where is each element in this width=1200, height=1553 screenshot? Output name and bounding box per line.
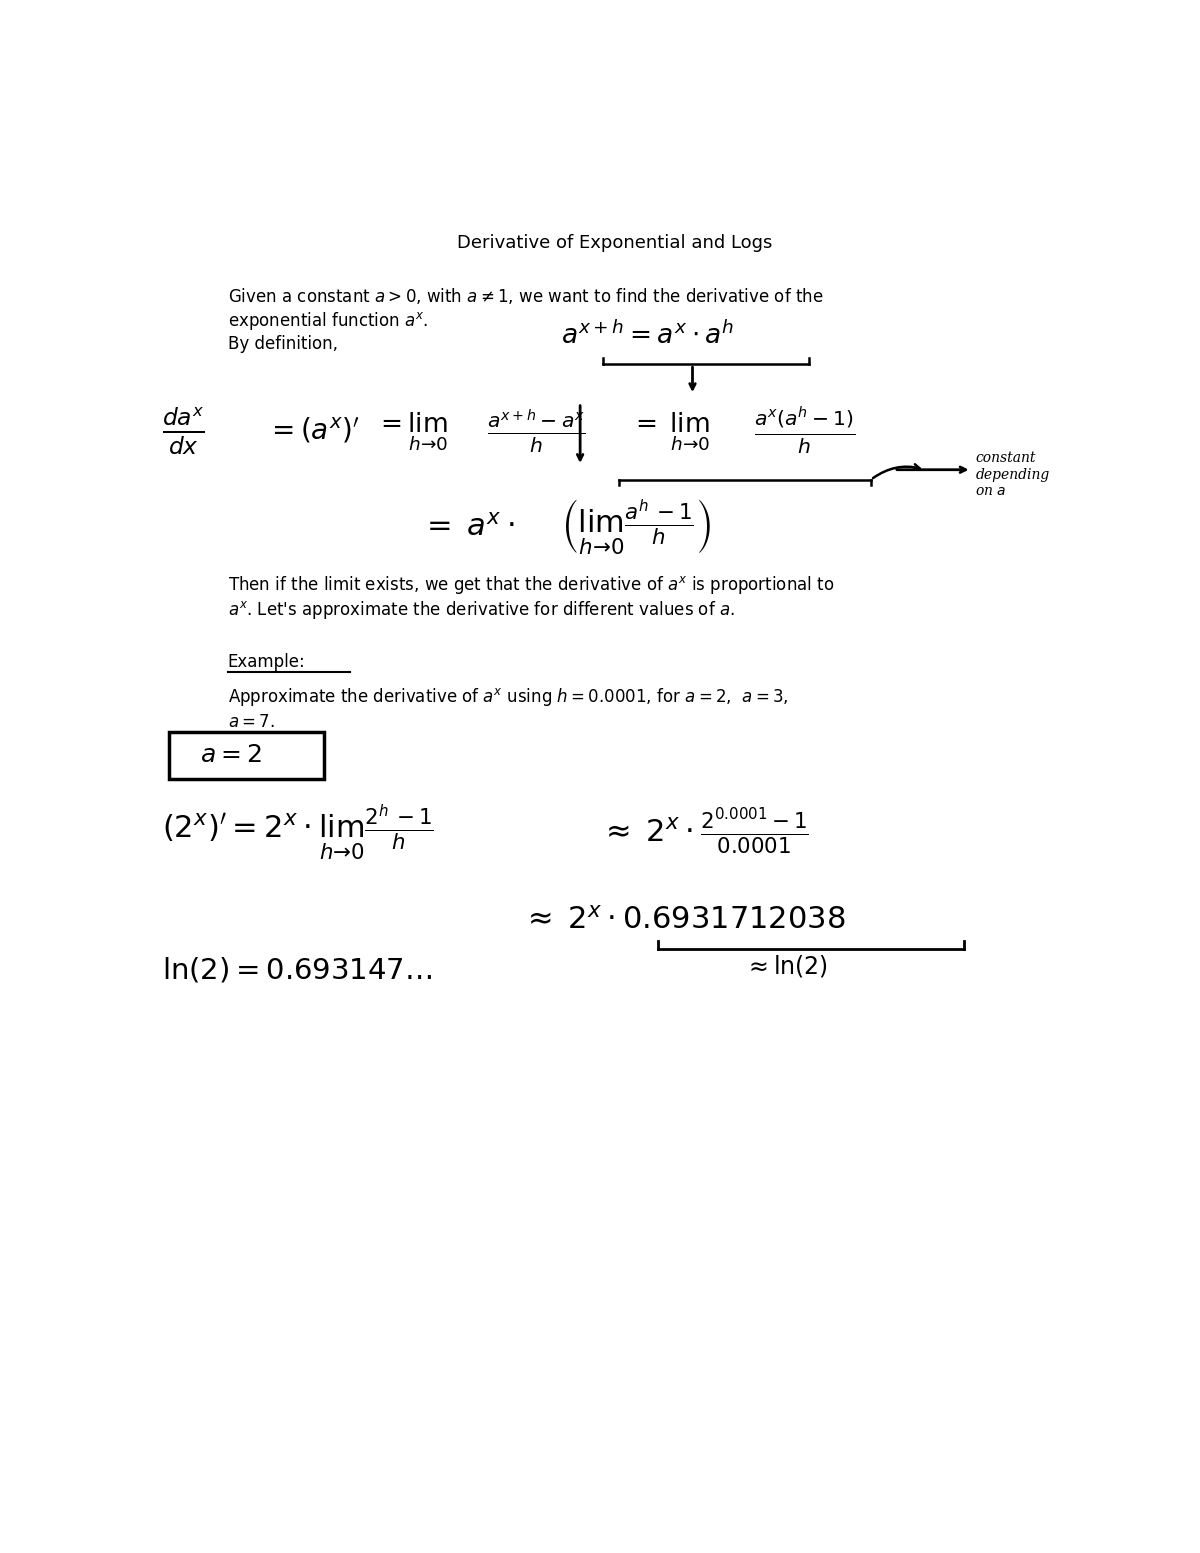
Text: $\left( \lim_{h \to 0} \frac{a^h - 1}{h} \right)$: $\left( \lim_{h \to 0} \frac{a^h - 1}{h}… [560, 499, 712, 558]
Text: $= \lim_{h \to 0}$: $= \lim_{h \to 0}$ [374, 410, 448, 452]
Text: $\ln(2) = 0.693147\ldots$: $\ln(2) = 0.693147\ldots$ [162, 955, 432, 985]
Text: Example:: Example: [228, 654, 305, 671]
Text: $\approx \; 2^x \cdot \frac{2^{0.0001} - 1}{0.0001}$: $\approx \; 2^x \cdot \frac{2^{0.0001} -… [600, 806, 809, 857]
Text: constant: constant [976, 452, 1036, 466]
Text: Derivative of Exponential and Logs: Derivative of Exponential and Logs [457, 233, 773, 252]
Text: $\approx \ln(2)$: $\approx \ln(2)$ [744, 954, 828, 980]
Text: Approximate the derivative of $a^x$ using $h = 0.0001$, for $a = 2$,  $a = 3$,: Approximate the derivative of $a^x$ usin… [228, 686, 788, 708]
FancyBboxPatch shape [169, 731, 324, 780]
Text: $(2^x)' = 2^x \cdot \lim_{h \to 0} \frac{2^h - 1}{h}$: $(2^x)' = 2^x \cdot \lim_{h \to 0} \frac… [162, 801, 433, 862]
Text: $a^x$. Let's approximate the derivative for different values of $a$.: $a^x$. Let's approximate the derivative … [228, 599, 734, 621]
Text: exponential function $a^x$.: exponential function $a^x$. [228, 311, 428, 332]
Text: $= \; \lim_{h \to 0}$: $= \; \lim_{h \to 0}$ [630, 410, 710, 452]
Text: By definition,: By definition, [228, 335, 337, 353]
Text: $= \; a^x \cdot$: $= \; a^x \cdot$ [421, 512, 515, 544]
Text: depending: depending [976, 467, 1050, 481]
Text: $\approx \; 2^x \cdot 0.6931712038$: $\approx \; 2^x \cdot 0.6931712038$ [522, 905, 846, 935]
Text: $a^{x+h} = a^x \cdot a^h$: $a^{x+h} = a^x \cdot a^h$ [560, 321, 734, 349]
Text: on $a$: on $a$ [976, 485, 1007, 499]
Text: $\frac{a^{x+h} - a^x}{h}$: $\frac{a^{x+h} - a^x}{h}$ [487, 407, 586, 455]
Text: Then if the limit exists, we get that the derivative of $a^x$ is proportional to: Then if the limit exists, we get that th… [228, 575, 834, 596]
Text: $\frac{da^x}{dx}$: $\frac{da^x}{dx}$ [162, 405, 204, 457]
Text: Given a constant $a > 0$, with $a \neq 1$, we want to find the derivative of the: Given a constant $a > 0$, with $a \neq 1… [228, 286, 823, 306]
Text: $a = 7$.: $a = 7$. [228, 713, 274, 730]
Text: $a = 2$: $a = 2$ [200, 744, 262, 767]
Text: $=(a^x)'$: $=(a^x)'$ [266, 416, 360, 446]
Text: $\frac{a^x(a^h - 1)}{h}$: $\frac{a^x(a^h - 1)}{h}$ [755, 405, 856, 457]
